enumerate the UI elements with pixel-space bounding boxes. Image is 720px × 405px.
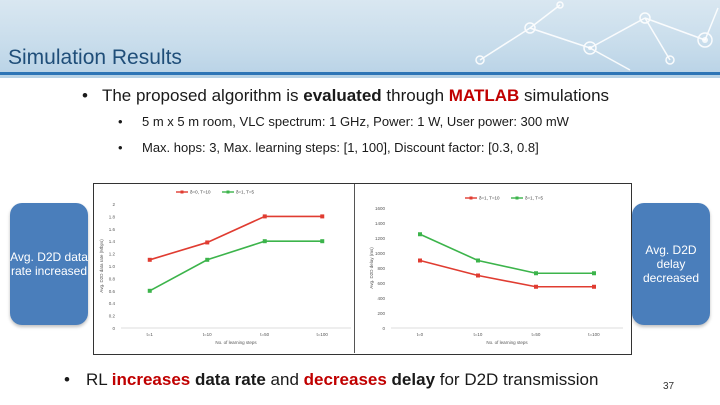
bottom-em-decreases: decreases	[303, 370, 387, 389]
y-tick-label: 0	[382, 326, 385, 331]
bottom-text-and: and	[265, 370, 304, 389]
data-point	[534, 271, 538, 276]
bullet-em-matlab: MATLAB	[448, 86, 520, 105]
data-point	[418, 258, 422, 263]
x-tick-label: t=0	[417, 332, 424, 337]
data-point	[262, 239, 267, 244]
bullet-text-post: simulations	[519, 86, 610, 105]
legend-label: δ=0, T=10	[190, 190, 211, 195]
bottom-text-post: for D2D transmission	[435, 370, 599, 389]
data-point	[205, 240, 210, 245]
y-tick-label: 2	[112, 202, 115, 207]
y-tick-label: 800	[377, 266, 385, 271]
legend-marker	[180, 190, 184, 194]
sub-bullet-dot: •	[118, 140, 123, 155]
y-tick-label: 0.8	[109, 276, 116, 281]
main-bullet: • The proposed algorithm is evaluated thr…	[82, 86, 609, 106]
bullet-dot: •	[64, 370, 70, 389]
legend-label: δ=1, T=10	[479, 196, 500, 201]
y-tick-label: 0.4	[109, 301, 116, 306]
y-tick-label: 0.6	[109, 289, 116, 294]
sub-bullet-1: • 5 m x 5 m room, VLC spectrum: 1 GHz, Po…	[118, 114, 569, 129]
legend-marker	[469, 196, 473, 200]
series-line	[419, 233, 594, 275]
y-tick-label: 600	[377, 281, 385, 286]
data-point	[262, 214, 267, 219]
left-callout-text: Avg. D2D data rate increased	[10, 250, 88, 278]
x-tick-label: t=50	[260, 332, 269, 337]
header-underline	[0, 72, 720, 75]
left-callout-box: Avg. D2D data rate increased	[10, 203, 88, 325]
data-point	[205, 257, 210, 262]
bullet-em-evaluated: evaluated	[303, 86, 382, 105]
y-axis-label: Avg. D2D delay (ms)	[369, 247, 374, 289]
data-point	[320, 239, 325, 244]
y-tick-label: 1400	[375, 221, 386, 226]
sub-bullet-2: • Max. hops: 3, Max. learning steps: [1, …	[118, 140, 539, 155]
page-number: 37	[663, 381, 675, 392]
legend-label: δ=1, T=5	[236, 190, 255, 195]
y-tick-label: 1000	[375, 251, 386, 256]
data-point	[147, 288, 152, 293]
data-point	[476, 258, 480, 263]
y-tick-label: 1200	[375, 236, 386, 241]
bottom-em-datarate: data rate	[190, 370, 266, 389]
x-tick-label: t=10	[203, 332, 212, 337]
y-tick-label: 1.8	[109, 214, 116, 219]
data-point	[147, 257, 152, 262]
legend-marker	[226, 190, 230, 194]
sub-bullet-text: 5 m x 5 m room, VLC spectrum: 1 GHz, Pow…	[142, 114, 569, 129]
series-line	[419, 259, 594, 288]
right-callout-text: Avg. D2D delay decreased	[642, 243, 700, 285]
bullet-text-pre: The proposed algorithm is	[101, 86, 304, 105]
data-rate-chart: 0 0.2 0.4 0.6 0.8 1.0 1.2 1.4 1.6 1.8 2 t=1 t=10 t=50…	[99, 190, 351, 345]
x-tick-label: t=1	[147, 332, 154, 337]
y-tick-label: 1.0	[109, 264, 116, 269]
chart-divider	[354, 184, 355, 353]
y-tick-label: 0.2	[109, 314, 116, 319]
y-axis-label: Avg. D2D data rate (Mbps)	[99, 239, 104, 293]
x-axis-label: No. of learning steps	[486, 340, 528, 345]
sub-bullet-dot: •	[118, 114, 123, 129]
y-tick-label: 0	[112, 326, 115, 331]
series-line	[149, 215, 323, 261]
data-point	[418, 232, 422, 237]
delay-chart: 0 200 400 600 800 1000 1200 1400 1600 t=0 t=10 t=50…	[369, 196, 623, 345]
data-point	[592, 271, 596, 276]
y-tick-label: 1.4	[109, 239, 116, 244]
bottom-em-delay: delay	[386, 370, 436, 389]
data-point	[320, 214, 325, 219]
x-tick-label: t=100	[588, 332, 600, 337]
y-tick-label: 200	[377, 311, 385, 316]
legend-marker	[515, 196, 519, 200]
bullet-text-mid: through	[381, 86, 449, 105]
slide-header: Simulation Results	[0, 0, 720, 78]
x-tick-label: t=100	[317, 332, 329, 337]
series-line	[149, 240, 323, 292]
y-tick-label: 1.6	[109, 227, 116, 232]
chart-frame	[93, 183, 632, 355]
y-tick-label: 1.2	[109, 252, 116, 257]
data-point	[534, 284, 538, 289]
x-tick-label: t=50	[532, 332, 541, 337]
sub-bullet-text: Max. hops: 3, Max. learning steps: [1, 1…	[142, 140, 539, 155]
x-axis-label: No. of learning steps	[215, 340, 257, 345]
bullet-dot: •	[82, 86, 88, 105]
bottom-em-increases: increases	[111, 370, 191, 389]
y-tick-label: 400	[377, 296, 385, 301]
slide-title: Simulation Results	[8, 46, 182, 69]
data-point	[476, 273, 480, 278]
y-tick-label: 1600	[375, 206, 386, 211]
x-tick-label: t=10	[474, 332, 483, 337]
data-point	[592, 284, 596, 289]
bottom-bullet: • RL increases data rate and decreases de…	[64, 370, 598, 390]
network-graphic	[475, 1, 719, 71]
legend-label: δ=1, T=5	[525, 196, 544, 201]
bottom-text-pre: RL	[85, 370, 112, 389]
right-callout-box: Avg. D2D delay decreased	[632, 203, 710, 325]
